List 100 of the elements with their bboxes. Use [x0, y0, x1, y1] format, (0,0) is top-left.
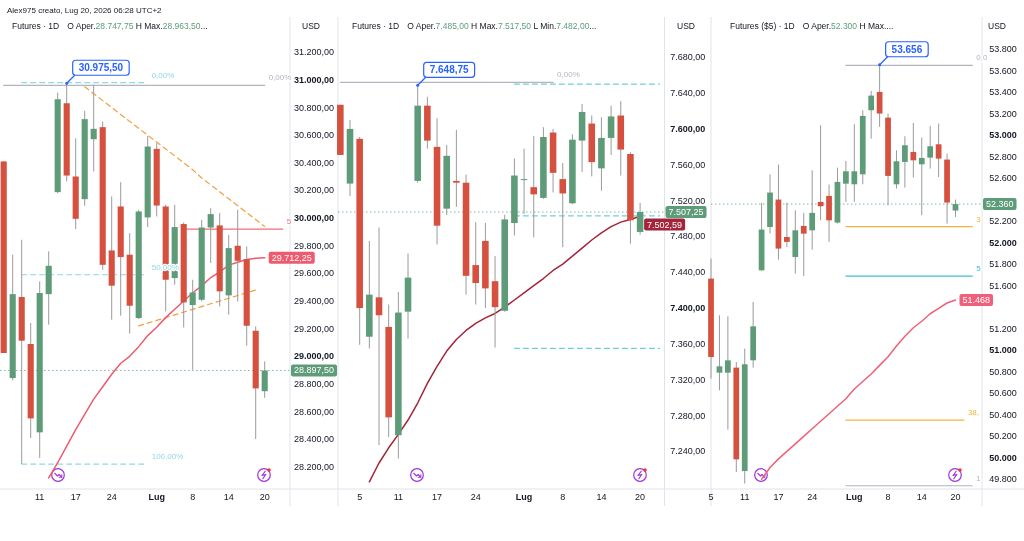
y-tick-label: 52.600: [989, 173, 1017, 184]
y-tick-label: 28.600,00: [293, 406, 335, 417]
y-tick-label: 53.200: [989, 108, 1017, 119]
y-tick-label: 51.800: [989, 259, 1017, 270]
y-tick-label: 30.400,00: [293, 157, 335, 168]
y-tick-label: 29.200,00: [293, 323, 335, 334]
candlestick: [559, 162, 567, 248]
candlestick: [207, 207, 214, 264]
text: Alex975 creato, Lug 20, 2026 06:28 UTC+2: [7, 5, 163, 15]
y-tick-label: 31.200,00: [293, 47, 335, 58]
text: O Aper.52.300 H Max....: [802, 21, 894, 31]
x-tick-label: Lug: [846, 492, 863, 502]
y-tick-label: 52.200: [989, 216, 1017, 227]
x-tick-label: 17: [432, 492, 443, 502]
y-tick-label: 30.200,00: [293, 185, 335, 196]
text: O Aper.28.747,75 H Max.28.963,50...: [67, 21, 208, 31]
x-tick-label: 24: [807, 492, 818, 502]
y-tick-label: 7.400,00: [670, 303, 706, 314]
x-tick-label: 20: [259, 492, 270, 502]
y-tick-label: 53.000: [989, 130, 1017, 141]
y-axis-title: USD: [677, 21, 695, 31]
y-tick-label: 28.400,00: [293, 434, 335, 445]
y-tick-label: 30.000,00: [293, 213, 335, 224]
candlestick: [472, 221, 479, 305]
candlestick: [716, 314, 723, 391]
y-tick-label: 7.520,00: [670, 195, 706, 206]
y-tick-label: 7.320,00: [670, 374, 706, 385]
y-tick-label: 53.800: [989, 44, 1017, 55]
text: Futures · 1D: [352, 21, 400, 31]
candlestick: [725, 315, 731, 431]
series-label: 0,0: [976, 53, 989, 63]
y-tick-label: 51.000: [989, 345, 1017, 356]
y-tick-label: 53.600: [989, 65, 1017, 76]
x-tick-label: Lug: [515, 492, 533, 502]
series-label: 1: [976, 473, 982, 483]
y-tick-label: 50.200: [989, 431, 1017, 442]
y-tick-label: 7.240,00: [670, 446, 706, 457]
series-label: 0,00%: [557, 70, 580, 80]
y-tick-label: 7.560,00: [670, 159, 706, 170]
annotation: 53.656: [891, 43, 923, 55]
candlestick: [800, 212, 807, 277]
candlestick: [910, 122, 917, 179]
x-tick-label: 20: [635, 492, 646, 502]
candlestick: [234, 209, 241, 302]
x-tick-label: 5: [708, 492, 714, 502]
line-series: [138, 289, 257, 327]
x-tick-label: 20: [950, 492, 961, 502]
x-tick-label: 14: [223, 492, 234, 502]
candlestick: [843, 160, 849, 203]
y-tick-label: 7.600,00: [670, 123, 706, 134]
y-axis-title: USD: [988, 21, 1006, 31]
x-tick-label: 24: [106, 492, 117, 502]
x-tick-label: 11: [393, 492, 404, 502]
x-tick-label: 17: [70, 492, 81, 502]
candlestick: [607, 105, 615, 156]
candlestick: [453, 129, 460, 208]
x-tick-label: 24: [470, 492, 481, 502]
series-label: 0,00%: [151, 70, 175, 80]
candlestick: [927, 125, 934, 170]
x-tick-label: 8: [190, 492, 196, 502]
y-tick-label: 7.360,00: [670, 338, 706, 349]
candlestick: [784, 202, 790, 248]
y-tick-label: 29.400,00: [293, 296, 335, 307]
y-tick-label: 29.800,00: [293, 240, 335, 251]
y-tick-label: 7.640,00: [670, 88, 706, 99]
y-tick-label: 51.600: [989, 280, 1017, 291]
y-tick-label: 51.200: [989, 323, 1017, 334]
y-tick-label: 50.400: [989, 409, 1017, 420]
candlestick: [90, 84, 97, 173]
y-tick-label: 28.800,00: [293, 378, 335, 389]
x-tick-label: 14: [916, 492, 927, 502]
y-tick-label: 31.000,00: [293, 74, 335, 85]
y-tick-label: 29.000,00: [293, 351, 335, 362]
x-tick-label: 5: [357, 492, 363, 502]
y-axis-title: USD: [302, 21, 320, 31]
y-tick-label: 50.000: [989, 452, 1017, 463]
x-tick-label: 17: [773, 492, 784, 502]
y-tick-label: 7.280,00: [670, 410, 706, 421]
x-tick-label: 11: [35, 492, 45, 502]
candlestick: [375, 226, 383, 446]
x-tick-label: 11: [740, 492, 750, 502]
y-tick-label: 30.600,00: [293, 130, 335, 141]
text: O Aper.7.485,00 H Max.7.517,50 L Min.7.482,00...: [407, 21, 597, 31]
y-tick-label: 52.000: [989, 237, 1017, 248]
text: Futures · 1D: [12, 21, 60, 31]
candlestick: [530, 135, 538, 238]
y-tick-label: 53.400: [989, 87, 1017, 98]
annotation: 7.648,75: [429, 64, 470, 76]
x-tick-label: Lug: [148, 492, 165, 502]
series-label: 3: [976, 214, 982, 224]
candlestick: [935, 123, 942, 178]
y-tick-label: 52.800: [989, 151, 1017, 162]
y-tick-label: 50.600: [989, 388, 1017, 399]
series-label: 100,00%: [151, 452, 184, 462]
series-label: 5: [286, 217, 292, 227]
candlestick: [868, 90, 875, 140]
y-tick-label: 50.800: [989, 366, 1017, 377]
y-tick-label: 30.800,00: [293, 102, 335, 113]
line-series: [84, 86, 266, 227]
y-tick-label: 7.440,00: [670, 267, 706, 278]
